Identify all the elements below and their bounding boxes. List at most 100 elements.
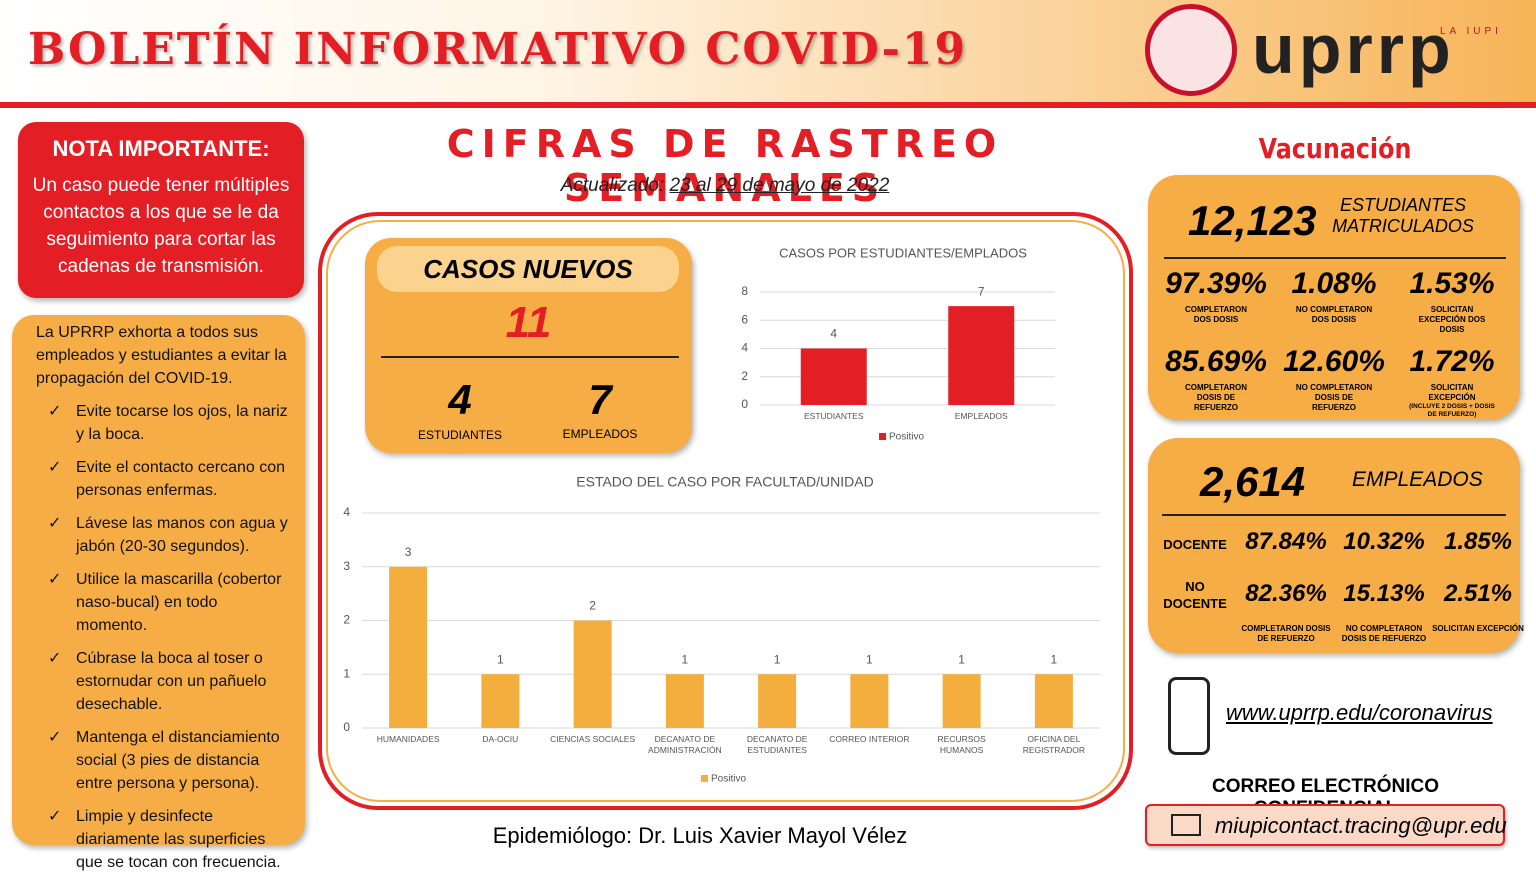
- students-box: 12,123 ESTUDIANTES MATRICULADOS 97.39% CO…: [1148, 175, 1520, 420]
- updated-label: Actualizado:: [560, 175, 665, 196]
- advice-list: Evite tocarse los ojos, la nariz y la bo…: [36, 400, 291, 874]
- row-name: NO DOCENTE: [1163, 579, 1227, 611]
- casos-students-label: ESTUDIANTES: [417, 428, 502, 442]
- data-label: 1: [682, 652, 689, 666]
- bar: [948, 306, 1015, 405]
- advice-item: Evite tocarse los ojos, la nariz y la bo…: [36, 400, 291, 446]
- casos-employees: 7: [588, 376, 612, 423]
- updated-date: 23 al 29 de mayo de 2022: [669, 175, 890, 196]
- y-tick-label: 1: [343, 666, 350, 680]
- bar: [481, 674, 520, 728]
- y-tick-label: 3: [343, 559, 350, 573]
- students-rule: [1164, 257, 1506, 259]
- x-tick-label-box: DECANATO DE ADMINISTRACIÓN: [648, 734, 722, 755]
- employees-label: EMPLEADOS: [1352, 468, 1483, 491]
- bar: [758, 674, 797, 728]
- advice-intro: La UPRRP exhorta a todos sus empleados y…: [36, 324, 287, 387]
- y-tick-label: 0: [741, 397, 748, 411]
- nota-box: NOTA IMPORTANTE: Un caso puede tener múl…: [18, 122, 304, 298]
- header-rule: [0, 102, 1536, 108]
- y-tick-label: 4: [741, 341, 748, 355]
- x-tick-label-box: HUMANIDADES: [376, 734, 440, 744]
- logo-tag: LA IUPI: [1440, 26, 1502, 37]
- x-tick-label: ESTUDIANTES: [803, 411, 864, 421]
- casos-employees-label: EMPLEADOS: [562, 427, 638, 441]
- data-label: 4: [830, 327, 837, 341]
- mail-icon: [1171, 814, 1201, 836]
- frame-inner: [326, 220, 1125, 802]
- bar: [942, 674, 981, 728]
- casos-students: 4: [448, 376, 472, 423]
- stat-value: 1.08%: [1291, 267, 1377, 300]
- data-label: 1: [497, 652, 504, 666]
- bar: [800, 348, 867, 405]
- x-tick-label: DECANATO DE ADMINISTRACIÓN: [648, 734, 722, 755]
- email-box: miupicontact.tracing@upr.edu: [1145, 804, 1507, 846]
- stat-label: COMPLETARON DOS DOSIS: [1184, 305, 1248, 324]
- phone-icon: [1168, 677, 1210, 755]
- stat-value: 2.51%: [1443, 580, 1513, 607]
- x-tick-label: CORREO INTERIOR: [829, 734, 910, 744]
- data-label: 2: [589, 599, 596, 613]
- bar: [389, 566, 428, 728]
- data-label: 1: [866, 652, 873, 666]
- frame: [318, 212, 1133, 810]
- bar: [850, 674, 889, 728]
- column-label: NO COMPLETARON DOSIS DE REFUERZO: [1341, 624, 1427, 643]
- x-tick-label: RECURSOS HUMANOS: [937, 734, 986, 755]
- employees-box: 2,614 EMPLEADOS DOCENTE 87.84% 10.32% 1.85%…: [1148, 438, 1524, 653]
- casos-title: CASOS NUEVOS: [377, 246, 679, 292]
- url[interactable]: www.uprrp.edu/coronavirus: [1226, 700, 1493, 725]
- updated: Actualizado: 23 al 29 de mayo de 2022: [330, 175, 1120, 197]
- x-tick-label-box: OFICINA DEL REGISTRADOR: [1023, 734, 1085, 755]
- x-tick-label-box: ESTUDIANTES: [803, 411, 864, 421]
- data-label: 3: [405, 545, 412, 559]
- stat-label: SOLICITAN EXCEPCIÓN DOS DOSIS: [1418, 305, 1486, 334]
- column-label: SOLICITAN EXCEPCIÓN: [1432, 624, 1524, 633]
- stat-value: 12.60%: [1283, 345, 1385, 378]
- column-label: COMPLETARON DOSIS DE REFUERZO: [1241, 624, 1331, 643]
- row-name: DOCENTE: [1163, 537, 1227, 552]
- stat-label: NO COMPLETARON DOS DOSIS: [1295, 305, 1373, 324]
- advice-item: Utilice la mascarilla (cobertor naso-buc…: [36, 568, 291, 637]
- advice-item: Cúbrase la boca al toser o estornudar co…: [36, 647, 291, 716]
- email[interactable]: miupicontact.tracing@upr.edu: [1215, 813, 1507, 838]
- advice-item: Evite el contacto cercano con personas e…: [36, 456, 291, 502]
- x-tick-label: HUMANIDADES: [376, 734, 440, 744]
- x-tick-label-box: RECURSOS HUMANOS: [937, 734, 986, 755]
- advice-box: La UPRRP exhorta a todos sus empleados y…: [12, 315, 305, 871]
- chart-title: CASOS POR ESTUDIANTES/EMPLADOS: [779, 245, 1027, 260]
- y-tick-label: 8: [741, 284, 748, 298]
- x-tick-label-box: EMPLEADOS: [955, 411, 1008, 421]
- y-tick-label: 2: [343, 613, 350, 627]
- legend-swatch: [701, 775, 708, 782]
- stat-label: COMPLETARON DOSIS DE REFUERZO: [1184, 383, 1248, 412]
- stat-value: 87.84%: [1245, 528, 1327, 555]
- header: [0, 0, 1536, 103]
- advice-item: Lávese las manos con agua y jabón (20-30…: [36, 512, 291, 558]
- employees-count: 2,614: [1200, 458, 1306, 505]
- stat-label: NO COMPLETARON DOSIS DE REFUERZO: [1295, 383, 1373, 412]
- x-tick-label-box: CORREO INTERIOR: [829, 734, 910, 744]
- data-label: 7: [978, 284, 985, 298]
- y-tick-label: 0: [343, 720, 350, 734]
- legend-swatch: [879, 433, 886, 440]
- x-tick-label-box: CIENCIAS SOCIALES: [550, 734, 636, 744]
- bar: [573, 620, 612, 728]
- y-tick-label: 4: [343, 505, 350, 519]
- logo: uprrp: [1252, 10, 1455, 88]
- title: BOLETÍN INFORMATIVO COVID-19: [28, 24, 968, 75]
- seal: [1145, 4, 1237, 96]
- x-tick-label: DA-OCIU: [482, 734, 519, 744]
- stat-value: 97.39%: [1165, 267, 1267, 300]
- x-tick-label: DECANATO DE ESTUDIANTES: [746, 734, 808, 755]
- legend-label: Positivo: [711, 774, 746, 785]
- advice-item: Mantenga el distanciamiento social (3 pi…: [36, 726, 291, 795]
- x-tick-label: CIENCIAS SOCIALES: [550, 734, 636, 744]
- stat-value: 1.72%: [1409, 345, 1495, 378]
- nota-text: Un caso puede tener múltiples contactos …: [32, 175, 290, 277]
- data-label: 1: [1051, 652, 1058, 666]
- stat-value: 10.32%: [1343, 528, 1425, 555]
